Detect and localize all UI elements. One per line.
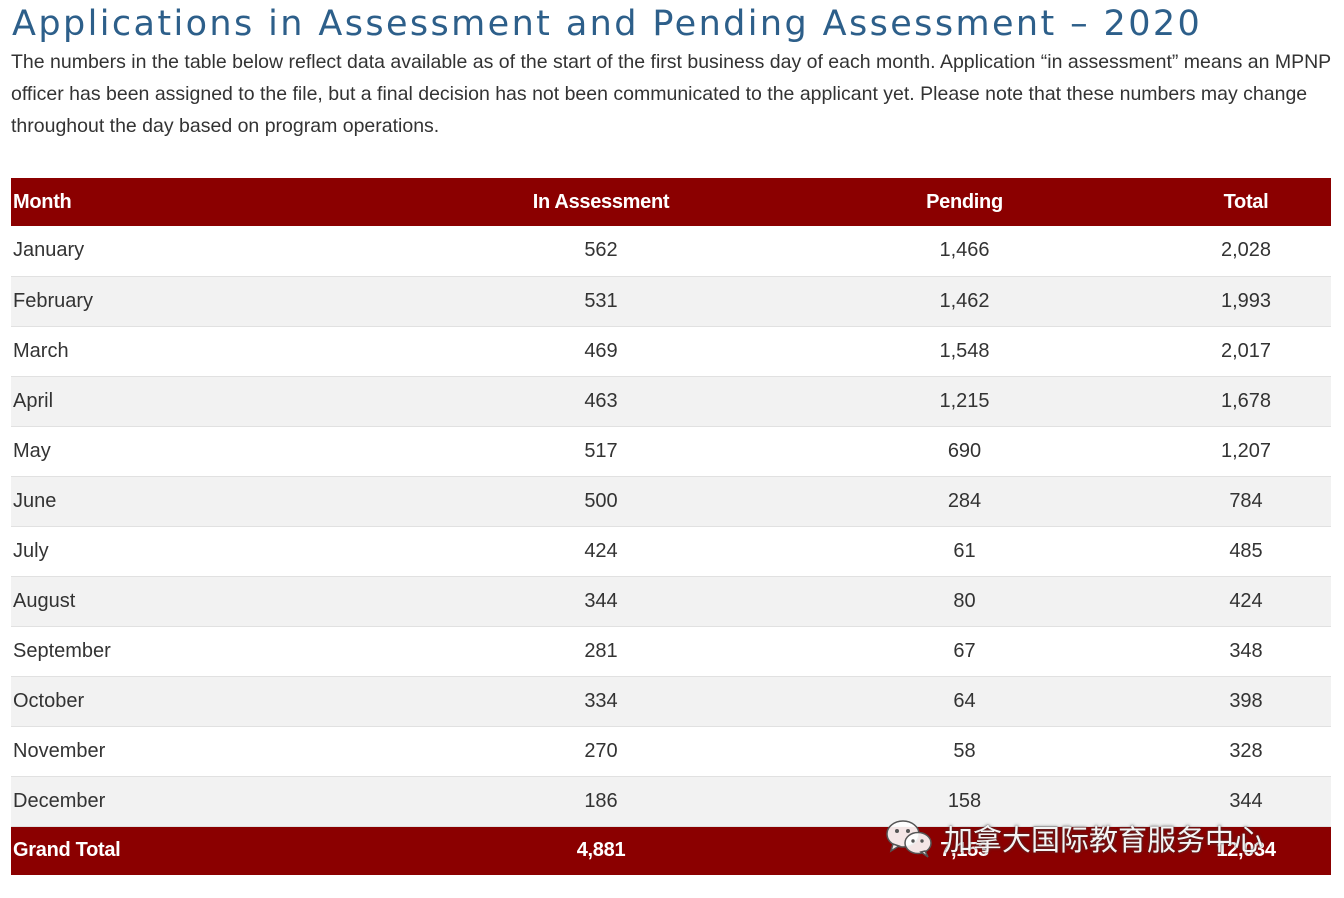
- table-row: April 463 1,215 1,678: [11, 376, 1331, 426]
- grand-total-in-assessment: 4,881: [576, 839, 626, 862]
- cell-in-assessment: 517: [584, 439, 618, 462]
- cell-month: March: [13, 339, 69, 362]
- header-in-assessment: In Assessment: [532, 190, 670, 213]
- cell-in-assessment: 562: [584, 239, 618, 262]
- table-row: January 562 1,466 2,028: [11, 226, 1331, 276]
- cell-month: June: [13, 489, 57, 512]
- grand-total-row: Grand Total 4,881 7,153 12,034: [11, 826, 1331, 875]
- table-row: December 186 158 344: [11, 776, 1331, 826]
- grand-total-pending: 7,153: [940, 839, 989, 862]
- cell-pending: 67: [953, 639, 976, 662]
- cell-pending: 1,548: [939, 339, 990, 362]
- cell-pending: 284: [947, 489, 982, 512]
- table-row: August 344 80 424: [11, 576, 1331, 626]
- table-row: June 500 284 784: [11, 476, 1331, 526]
- cell-pending: 64: [953, 689, 976, 712]
- cell-in-assessment: 186: [584, 789, 618, 812]
- table-row: July 424 61 485: [11, 526, 1331, 576]
- table-row: February 531 1,462 1,993: [11, 276, 1331, 326]
- cell-month: October: [13, 689, 85, 712]
- grand-total-label: Grand Total: [13, 839, 121, 862]
- cell-in-assessment: 281: [584, 639, 618, 662]
- applications-table: Month In Assessment Pending Total Januar…: [11, 178, 1331, 875]
- grand-total-total: 12,034: [1216, 839, 1276, 862]
- cell-in-assessment: 531: [584, 289, 618, 312]
- cell-total: 1,678: [1220, 389, 1272, 412]
- cell-pending: 61: [953, 539, 976, 562]
- cell-month: April: [13, 389, 54, 412]
- cell-month: May: [13, 439, 51, 462]
- cell-pending: 690: [947, 439, 982, 462]
- cell-pending: 1,215: [939, 389, 990, 412]
- page-title: Applications in Assessment and Pending A…: [12, 4, 1203, 44]
- table-header-row: Month In Assessment Pending Total: [11, 178, 1331, 226]
- cell-total: 344: [1229, 789, 1263, 812]
- table-row: September 281 67 348: [11, 626, 1331, 676]
- cell-pending: 1,462: [939, 289, 990, 312]
- cell-total: 1,207: [1220, 439, 1272, 462]
- cell-total: 784: [1229, 489, 1263, 512]
- cell-total: 2,028: [1220, 239, 1272, 262]
- cell-in-assessment: 469: [584, 339, 618, 362]
- cell-month: January: [13, 239, 85, 262]
- cell-month: February: [13, 289, 94, 312]
- table-row: May 517 690 1,207: [11, 426, 1331, 476]
- header-pending: Pending: [926, 190, 1003, 213]
- cell-month: November: [13, 739, 106, 762]
- cell-total: 398: [1229, 689, 1263, 712]
- cell-total: 2,017: [1220, 339, 1272, 362]
- cell-total: 328: [1229, 739, 1263, 762]
- cell-in-assessment: 500: [584, 489, 618, 512]
- cell-in-assessment: 334: [584, 689, 618, 712]
- cell-pending: 80: [953, 589, 976, 612]
- cell-in-assessment: 344: [584, 589, 618, 612]
- intro-paragraph: The numbers in the table below reflect d…: [11, 51, 1331, 137]
- cell-in-assessment: 424: [584, 539, 618, 562]
- table-row: March 469 1,548 2,017: [11, 326, 1331, 376]
- cell-month: August: [13, 589, 76, 612]
- header-total: Total: [1223, 190, 1269, 213]
- cell-pending: 58: [953, 739, 976, 762]
- cell-total: 348: [1229, 639, 1263, 662]
- cell-month: December: [13, 789, 106, 812]
- cell-month: September: [13, 639, 111, 662]
- cell-total: 424: [1229, 589, 1263, 612]
- cell-pending: 158: [947, 789, 982, 812]
- cell-total: 1,993: [1220, 289, 1272, 312]
- cell-month: July: [13, 539, 49, 562]
- cell-in-assessment: 270: [584, 739, 618, 762]
- header-month: Month: [13, 190, 72, 213]
- table-row: November 270 58 328: [11, 726, 1331, 776]
- table-row: October 334 64 398: [11, 676, 1331, 726]
- cell-pending: 1,466: [939, 239, 990, 262]
- cell-in-assessment: 463: [584, 389, 618, 412]
- cell-total: 485: [1229, 539, 1263, 562]
